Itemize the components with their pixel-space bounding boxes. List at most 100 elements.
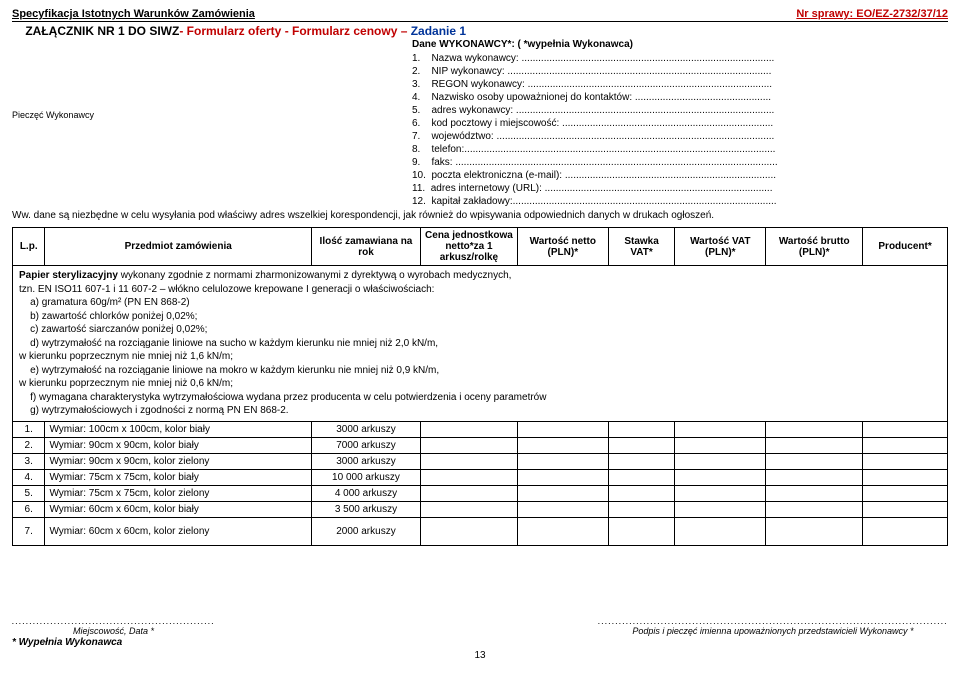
cell-qty: 10 000 arkuszy (311, 469, 420, 485)
cell-lp: 3. (13, 453, 45, 469)
cell-empty (675, 485, 766, 501)
cell-empty (608, 437, 675, 453)
contractor-block: Pieczęć Wykonawcy Dane WYKONAWCY*: ( *wy… (12, 38, 948, 208)
cell-desc: Wymiar: 90cm x 90cm, kolor biały (45, 437, 312, 453)
cell-desc: Wymiar: 60cm x 60cm, kolor biały (45, 501, 312, 517)
table-row: 4. Wymiar: 75cm x 75cm, kolor biały 10 0… (13, 469, 948, 485)
footer-left-dots: ........................................… (12, 616, 215, 626)
cell-empty (675, 437, 766, 453)
cell-empty (517, 485, 608, 501)
cell-empty (608, 421, 675, 437)
th-cena: Cena jednostkowa netto*za 1 arkusz/rolkę (420, 228, 517, 266)
th-przedmiot: Przedmiot zamówienia (45, 228, 312, 266)
table-row: 7. Wymiar: 60cm x 60cm, kolor zielony 20… (13, 517, 948, 545)
cell-empty (675, 501, 766, 517)
cell-desc: Wymiar: 60cm x 60cm, kolor zielony (45, 517, 312, 545)
cell-empty (863, 485, 948, 501)
cell-empty (675, 421, 766, 437)
header-right: Nr sprawy: EO/EZ-2732/37/12 (796, 8, 948, 20)
contractor-fields: Dane WYKONAWCY*: ( *wypełnia Wykonawca) … (412, 38, 778, 208)
cell-empty (608, 517, 675, 545)
cell-desc: Wymiar: 90cm x 90cm, kolor zielony (45, 453, 312, 469)
cell-empty (675, 453, 766, 469)
page-header: Specyfikacja Istotnych Warunków Zamówien… (12, 8, 948, 22)
cell-qty: 4 000 arkuszy (311, 485, 420, 501)
cell-empty (517, 453, 608, 469)
field-4: 4. Nazwisko osoby upoważnionej do kontak… (412, 91, 778, 104)
cell-qty: 3 500 arkuszy (311, 501, 420, 517)
footer-left: ........................................… (12, 616, 215, 636)
field-5: 5. adres wykonawcy: ....................… (412, 104, 778, 117)
contractor-heading: Dane WYKONAWCY*: ( *wypełnia Wykonawca) (412, 38, 778, 51)
pricing-table: L.p. Przedmiot zamówienia Ilość zamawian… (12, 227, 948, 546)
field-3: 3. REGON wykonawcy: ....................… (412, 78, 778, 91)
cell-lp: 2. (13, 437, 45, 453)
cell-empty (863, 517, 948, 545)
cell-lp: 6. (13, 501, 45, 517)
cell-empty (863, 453, 948, 469)
header-left: Specyfikacja Istotnych Warunków Zamówien… (12, 8, 255, 20)
table-row: 1. Wymiar: 100cm x 100cm, kolor biały 30… (13, 421, 948, 437)
th-ilosc: Ilość zamawiana na rok (311, 228, 420, 266)
cell-lp: 7. (13, 517, 45, 545)
footer-right-dots: ........................................… (598, 616, 948, 626)
table-row: 3. Wymiar: 90cm x 90cm, kolor zielony 30… (13, 453, 948, 469)
field-12: 12. kapitał zakładowy:..................… (412, 195, 778, 208)
cell-lp: 4. (13, 469, 45, 485)
th-brutto: Wartość brutto (PLN)* (766, 228, 863, 266)
footer-left-label: Miejscowość, Data * (12, 626, 215, 636)
field-8: 8. telefon:.............................… (412, 143, 778, 156)
cell-empty (766, 453, 863, 469)
field-10: 10. poczta elektroniczna (e-mail): .....… (412, 169, 778, 182)
spec-cell: Papier sterylizacyjny wykonany zgodnie z… (13, 266, 948, 422)
cell-qty: 3000 arkuszy (311, 453, 420, 469)
table-row: 2. Wymiar: 90cm x 90cm, kolor biały 7000… (13, 437, 948, 453)
th-wn: Wartość netto (PLN)* (517, 228, 608, 266)
cell-empty (863, 469, 948, 485)
th-vat: Wartość VAT (PLN)* (675, 228, 766, 266)
cell-empty (517, 517, 608, 545)
cell-empty (608, 501, 675, 517)
field-9: 9. faks: ...............................… (412, 156, 778, 169)
cell-empty (766, 485, 863, 501)
th-prod: Producent* (863, 228, 948, 266)
cell-empty (420, 485, 517, 501)
cell-qty: 3000 arkuszy (311, 421, 420, 437)
cell-empty (675, 469, 766, 485)
cell-empty (766, 421, 863, 437)
cell-desc: Wymiar: 75cm x 75cm, kolor biały (45, 469, 312, 485)
note-line: Ww. dane są niezbędne w celu wysyłania p… (12, 210, 948, 221)
cell-empty (420, 421, 517, 437)
title-prefix: ZAŁĄCZNIK NR 1 DO SIWZ (25, 24, 179, 38)
cell-empty (863, 437, 948, 453)
cell-lp: 1. (13, 421, 45, 437)
cell-empty (517, 437, 608, 453)
table-row: 6. Wymiar: 60cm x 60cm, kolor biały 3 50… (13, 501, 948, 517)
cell-empty (517, 501, 608, 517)
cell-empty (420, 501, 517, 517)
field-2: 2. NIP wykonawcy: ......................… (412, 65, 778, 78)
cell-empty (420, 437, 517, 453)
cell-desc: Wymiar: 75cm x 75cm, kolor zielony (45, 485, 312, 501)
cell-empty (608, 469, 675, 485)
table-row: 5. Wymiar: 75cm x 75cm, kolor zielony 4 … (13, 485, 948, 501)
cell-empty (766, 437, 863, 453)
th-stawka: Stawka VAT* (608, 228, 675, 266)
footer-right-label: Podpis i pieczęć imienna upoważnionych p… (598, 626, 948, 636)
cell-empty (608, 485, 675, 501)
cell-lp: 5. (13, 485, 45, 501)
spec-b: Papier sterylizacyjny (19, 270, 118, 281)
title-middle: - Formularz oferty - Formularz cenowy – (179, 24, 410, 38)
stamp-label: Pieczęć Wykonawcy (12, 38, 132, 120)
footer-right: ........................................… (598, 616, 948, 636)
cell-empty (863, 501, 948, 517)
cell-empty (608, 453, 675, 469)
field-7: 7. województwo: ........................… (412, 130, 778, 143)
cell-desc: Wymiar: 100cm x 100cm, kolor biały (45, 421, 312, 437)
cell-empty (675, 517, 766, 545)
cell-empty (766, 469, 863, 485)
footer: ........................................… (12, 616, 948, 636)
cell-empty (766, 517, 863, 545)
cell-empty (517, 469, 608, 485)
cell-empty (420, 517, 517, 545)
